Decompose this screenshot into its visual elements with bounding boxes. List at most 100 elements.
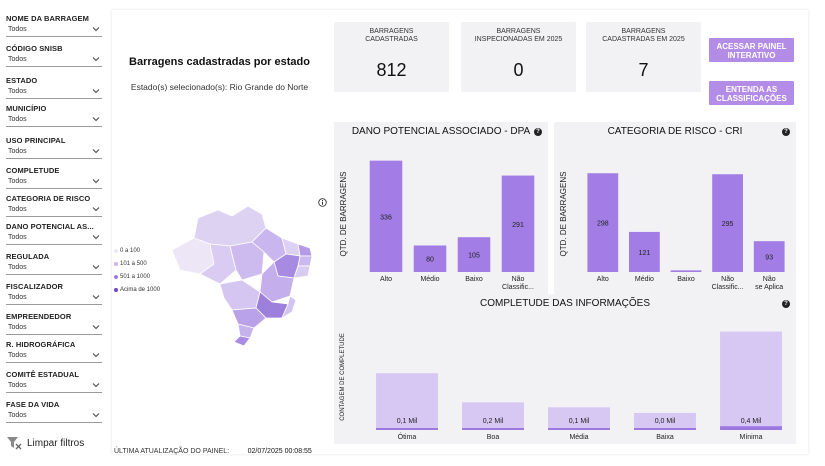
bar-highlight [548,428,610,430]
bar[interactable] [369,160,403,272]
dashboard-panel: Barragens cadastradas por estado Estado(… [112,10,808,455]
filter-dropdown[interactable]: Todos [6,412,102,423]
filter-value: Todos [8,412,27,419]
completude-bar-chart: CONTAGEM DE COMPLETUDE 0,1 Mil Ótima 0,2 Mi… [340,331,782,441]
chevron-down-icon [92,413,100,418]
category-label: Não [512,276,525,283]
filter-value: Todos [8,234,27,241]
kpi-value: 812 [376,60,407,80]
dpa-bar-chart: QTD. DE BARRAGENS 336 Alto 80 Médio 105 Baixo 2… [339,160,535,291]
filter-dropdown[interactable]: Todos [6,178,102,189]
filter-label: DANO POTENCIAL AS... [6,222,94,231]
filter-dropdown[interactable]: Todos [6,88,102,99]
data-label: 121 [639,250,651,257]
filter-group: CÓDIGO SNISB Todos [6,44,102,67]
filter-dropdown[interactable]: Todos [6,148,102,159]
help-icon[interactable]: ? [534,128,542,136]
understand-classifications-button[interactable]: ENTENDA AS CLASSIFICAÇÕES [709,81,794,105]
data-label: 298 [597,221,609,228]
filter-group: COMITÊ ESTADUAL Todos [6,370,102,393]
bar-highlight [634,428,696,430]
filter-dropdown[interactable]: Todos [6,116,102,127]
legend-swatch [114,249,118,253]
chevron-down-icon [92,27,100,32]
filter-label: CÓDIGO SNISB [6,44,63,53]
filter-value: Todos [8,352,27,359]
clear-filters-button[interactable]: Limpar filtros [6,436,84,450]
chevron-down-icon [92,265,100,270]
filter-value: Todos [8,324,27,331]
filter-group: CATEGORIA DE RISCO Todos [6,194,102,217]
bar[interactable] [712,174,743,272]
filter-dropdown[interactable]: Todos [6,324,102,335]
bar[interactable] [629,231,660,272]
help-icon[interactable]: ? [782,128,790,136]
brazil-map[interactable] [170,200,320,348]
bar[interactable] [462,402,524,430]
kpi-label: BARRAGENS [621,28,666,35]
filter-value: Todos [8,26,27,33]
cri-chart-card: CATEGORIA DE RISCO - CRI ? QTD. DE BARRA… [554,122,796,296]
filter-group: EMPREENDEDOR Todos [6,312,102,335]
filter-dropdown[interactable]: Todos [6,294,102,305]
map-legend: 0 a 100 101 a 500 501 a 1000 Acima de 1000 [114,248,174,298]
filter-group: REGULADA Todos [6,252,102,275]
filter-dropdown[interactable]: Todos [6,234,102,245]
y-axis-label: CONTAGEM DE COMPLETUDE [340,333,346,421]
filter-label: R. HIDROGRÁFICA [6,340,76,349]
info-icon[interactable] [318,194,327,212]
filter-label: NOME DA BARRAGEM [6,14,89,23]
chevron-down-icon [92,383,100,388]
bar[interactable] [376,373,438,430]
filter-dropdown[interactable]: Todos [6,352,102,363]
kpi-cadastradas: BARRAGENS CADASTRADAS 812 [334,22,449,92]
selected-state-text: Estado(s) selecionado(s): Rio Grande do … [130,82,309,92]
legend-swatch [114,262,118,266]
category-label: Médio [635,276,654,283]
filter-group: COMPLETUDE Todos [6,166,102,189]
bar[interactable] [753,241,785,272]
filter-dropdown[interactable]: Todos [6,206,102,217]
legend-label: 101 a 500 [120,261,147,267]
filter-group: USO PRINCIPAL Todos [6,136,102,159]
completude-chart-card: COMPLETUDE DAS INFORMAÇÕES ? CONTAGEM DE… [334,294,796,444]
access-interactive-panel-button[interactable]: ACESSAR PAINEL INTERATIVO [709,38,794,62]
chevron-down-icon [92,295,100,300]
button-label: INTERATIVO [727,51,776,60]
bar[interactable] [720,331,782,430]
data-label: 0,0 Mil [655,418,676,425]
bar[interactable] [457,237,491,272]
category-label: Baixo [677,276,695,283]
filter-label: CATEGORIA DE RISCO [6,194,91,203]
dpa-chart-title: DANO POTENCIAL ASSOCIADO - DPA [351,126,531,137]
category-label: Classific... [502,284,534,291]
filter-dropdown[interactable]: Todos [6,382,102,393]
bar[interactable] [548,407,610,430]
data-label: 291 [512,222,524,229]
category-label: Não [763,276,776,283]
filter-label: COMPLETUDE [6,166,60,175]
bar[interactable] [413,245,447,272]
filter-label: FASE DA VIDA [6,400,60,409]
chevron-down-icon [92,207,100,212]
filter-dropdown[interactable]: Todos [6,26,102,37]
category-label: Alto [380,276,392,283]
category-label: Mínima [740,434,763,441]
bar[interactable] [587,173,619,272]
map-panel-header: Barragens cadastradas por estado Estado(… [112,56,327,92]
kpi-value: 0 [513,60,524,80]
filter-value: Todos [8,294,27,301]
bar[interactable] [634,412,696,430]
filter-dropdown[interactable]: Todos [6,264,102,275]
help-icon[interactable]: ? [782,300,790,308]
chevron-down-icon [92,57,100,62]
category-label: Médio [420,276,439,283]
bar[interactable] [670,270,702,272]
chevron-down-icon [92,325,100,330]
kpi-label: BARRAGENS [369,28,414,35]
filter-dropdown[interactable]: Todos [6,56,102,67]
bar[interactable] [501,175,535,272]
clear-filters-label: Limpar filtros [27,437,85,449]
dpa-chart-card: DANO POTENCIAL ASSOCIADO - DPA ? QTD. DE… [334,122,548,296]
category-label: Boa [487,434,500,441]
